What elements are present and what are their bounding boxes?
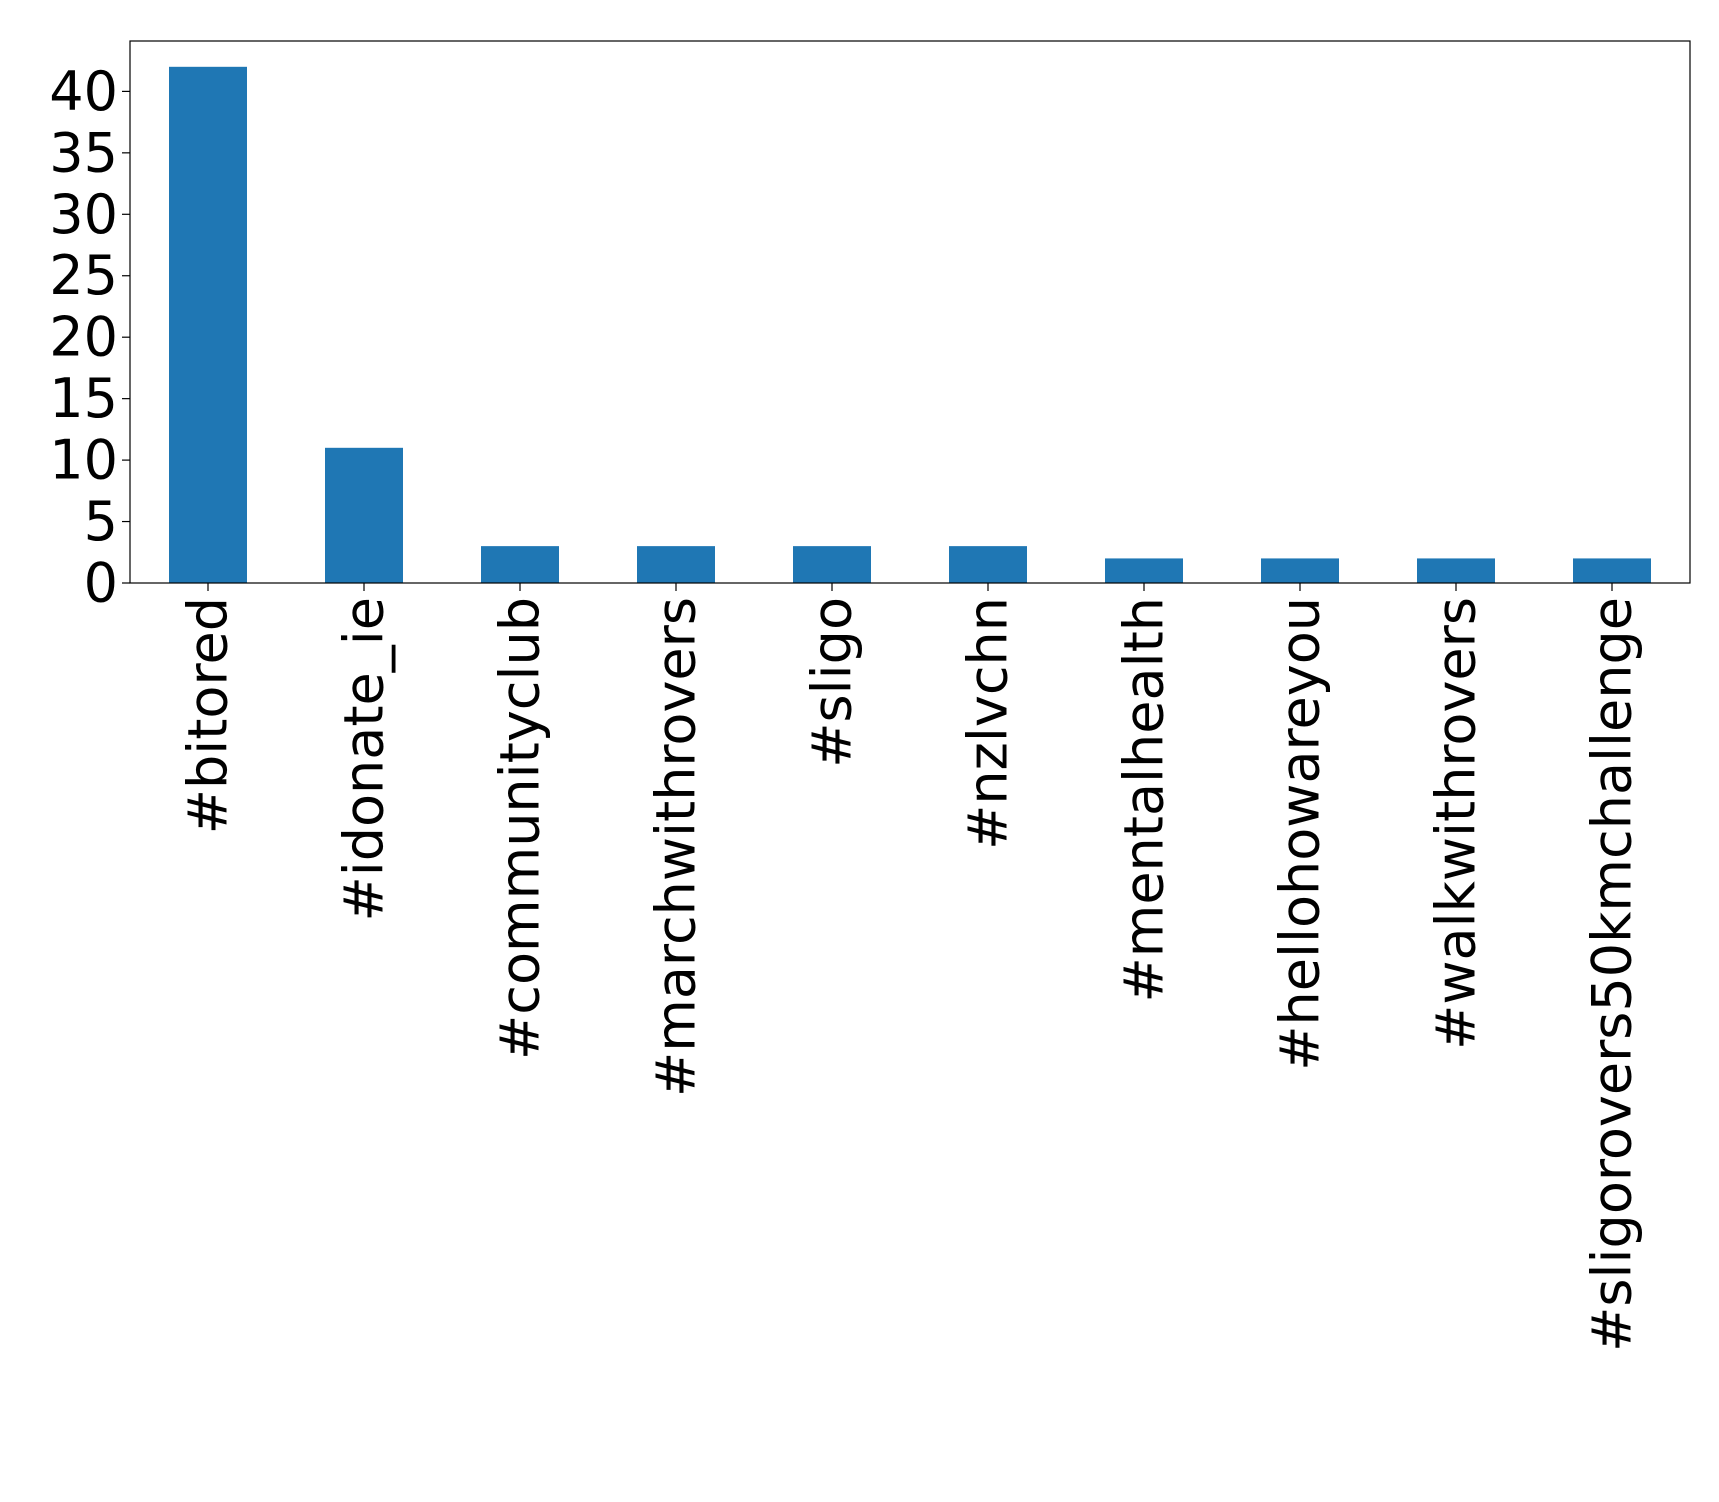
- y-tick-label-0: 0: [84, 552, 118, 615]
- y-tick-label-25: 25: [49, 244, 118, 307]
- y-tick-label-20: 20: [49, 306, 118, 369]
- bar-bitored: [169, 66, 247, 584]
- bar-nzlvchn: [949, 546, 1027, 583]
- y-tick-label-30: 30: [49, 183, 118, 246]
- y-tick-label-40: 40: [49, 60, 118, 123]
- x-tick-label-sligo: #sligo: [801, 597, 864, 768]
- bar-hellohowareyou: [1261, 558, 1339, 583]
- bar-sligorovers50kmchallenge: [1573, 558, 1651, 583]
- x-tick-label-mentalhealth: #mentalhealth: [1113, 597, 1176, 1003]
- bar-sligo: [793, 546, 871, 583]
- x-axis: #bitored #idonate_ie #communityclub #marchw…: [177, 583, 1644, 1352]
- x-tick-label-communityclub: #communityclub: [489, 597, 552, 1060]
- x-tick-label-bitored: #bitored: [177, 597, 240, 834]
- x-tick-label-idonate-ie: #idonate_ie: [333, 597, 396, 922]
- y-tick-label-15: 15: [49, 367, 118, 430]
- bar-walkwithrovers: [1417, 558, 1495, 583]
- y-tick-label-5: 5: [84, 490, 118, 553]
- x-tick-label-sligorovers50kmchallenge: #sligorovers50kmchallenge: [1581, 597, 1644, 1352]
- bars-layer: [169, 66, 1651, 584]
- bar-idonate-ie: [325, 447, 403, 583]
- x-tick-label-marchwithrovers: #marchwithrovers: [645, 597, 708, 1097]
- bar-communityclub: [481, 546, 559, 583]
- bar-marchwithrovers: [637, 546, 715, 583]
- x-tick-label-hellohowareyou: #hellohowareyou: [1269, 597, 1332, 1071]
- plot-frame: [129, 40, 1691, 584]
- bar-mentalhealth: [1105, 558, 1183, 583]
- y-tick-label-35: 35: [49, 121, 118, 184]
- x-tick-label-nzlvchn: #nzlvchn: [957, 597, 1020, 850]
- y-tick-label-10: 10: [49, 429, 118, 492]
- x-tick-label-walkwithrovers: #walkwithrovers: [1425, 597, 1488, 1050]
